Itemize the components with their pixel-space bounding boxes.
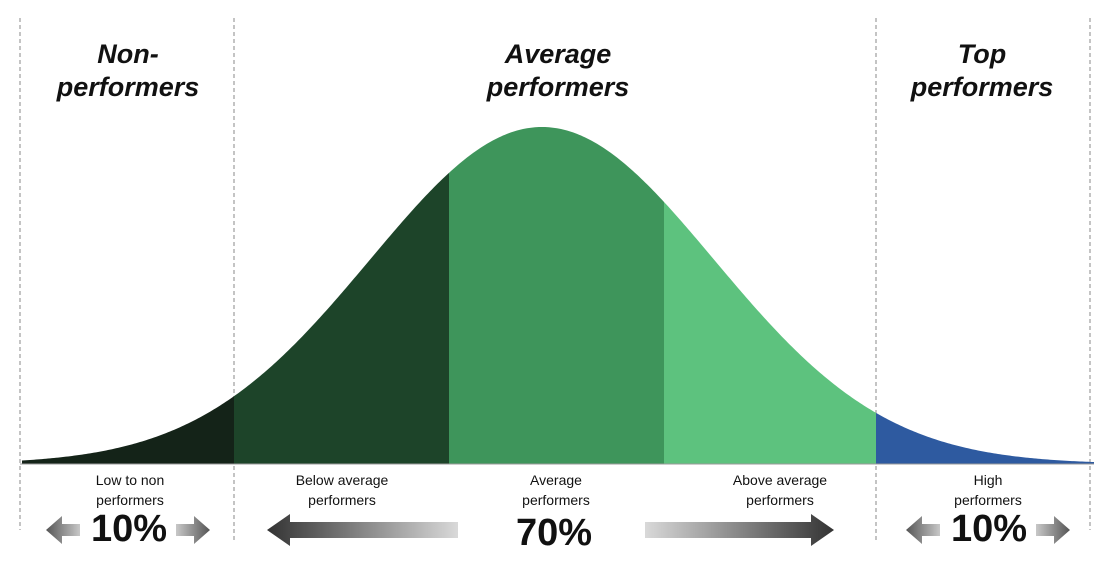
segment-above-average [664,201,876,464]
label-above-average-performers: Above average performers [700,470,860,510]
label-average-performers: Average performers [476,470,636,510]
segment-low-to-non [22,396,234,464]
label-high-line1: High [973,472,1003,488]
label-high-performers: High performers [908,470,1068,510]
header-average-performers-line1: Average [504,39,612,69]
segment-high [876,412,1094,464]
header-top-performers-line1: Top [957,39,1007,69]
header-non-performers-line2: performers [56,72,200,102]
header-average-performers-line2: performers [486,72,630,102]
right-arrow-right-icon [1036,516,1070,544]
label-low-to-non-line2: performers [96,492,164,508]
label-average-line1: Average [530,472,582,488]
label-below-average-line2: performers [308,492,376,508]
segment-below-average [234,172,449,464]
label-low-to-non-line1: Low to non [95,472,165,488]
header-top-performers-line2: performers [910,72,1054,102]
percent-average-performers: 70% [515,512,593,554]
header-non-performers: Non- performers [28,38,228,104]
segment-average [449,127,664,464]
label-below-average-line1: Below average [295,472,389,488]
left-arrow-right-icon [176,516,210,544]
percent-non-performers: 10% [90,508,168,550]
label-above-average-line1: Above average [732,472,828,488]
label-low-to-non-performers: Low to non performers [40,470,220,510]
header-top-performers: Top performers [884,38,1080,104]
center-arrow-left-icon [267,514,458,546]
label-below-average-performers: Below average performers [262,470,422,510]
right-arrow-left-icon [906,516,940,544]
left-arrow-left-icon [46,516,80,544]
center-arrow-right-icon [645,514,834,546]
header-average-performers: Average performers [440,38,676,104]
label-above-average-line2: performers [746,492,814,508]
label-high-line2: performers [954,492,1022,508]
header-non-performers-line1: Non- [97,39,159,69]
label-average-line2: performers [522,492,590,508]
percent-top-performers: 10% [950,508,1028,550]
